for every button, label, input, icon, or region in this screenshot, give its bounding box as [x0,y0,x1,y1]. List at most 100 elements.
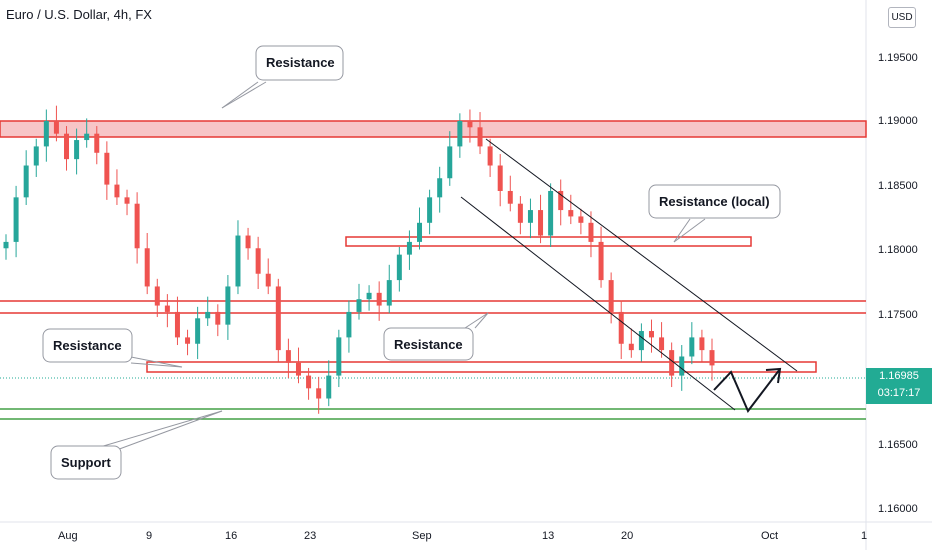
candle-body[interactable] [265,273,271,287]
candle-body[interactable] [245,235,251,249]
candle-body[interactable] [427,197,433,223]
candle-body[interactable] [104,152,110,185]
candle-body[interactable] [527,210,533,223]
candle-body[interactable] [185,337,191,344]
candle-body[interactable] [558,190,564,211]
candle-body[interactable] [517,203,523,223]
resistance-zone-local[interactable] [345,236,752,247]
candle-body[interactable] [396,254,402,281]
y-tick-5: 1.17500 [878,309,918,321]
candle-body[interactable] [326,375,332,399]
candle-body[interactable] [144,248,150,287]
candle-body[interactable] [174,311,180,338]
candle-body[interactable] [64,133,70,160]
resistance-zone-top[interactable] [0,120,867,138]
candle-body[interactable] [134,203,140,249]
candle-body[interactable] [366,292,372,300]
candle-body[interactable] [94,133,100,153]
candle-body[interactable] [376,292,382,306]
descending-channel[interactable] [460,138,798,411]
candles-group[interactable] [3,105,715,414]
candle-body[interactable] [356,299,362,312]
candle-body[interactable] [124,197,130,204]
candle-body[interactable] [306,375,312,389]
levels[interactable] [0,120,867,420]
price-axis[interactable]: 1.19500 1.19000 1.18500 1.18000 1.17500 … [878,52,918,515]
candle-body[interactable] [638,331,644,351]
candle-body[interactable] [386,280,392,306]
candle-body[interactable] [114,184,120,198]
candle-body[interactable] [487,146,493,166]
candle-body[interactable] [13,197,19,242]
candle-body[interactable] [538,210,544,236]
currency-button[interactable]: USD [888,7,916,28]
candle-body[interactable] [447,146,453,179]
candle-body[interactable] [618,311,624,344]
candle-body[interactable] [477,127,483,147]
candle-body[interactable] [588,222,594,242]
candle-body[interactable] [346,311,352,338]
candle-body[interactable] [548,190,554,236]
candle-body[interactable] [608,280,614,312]
candle-body[interactable] [457,120,463,147]
callout-resistance-left[interactable]: Resistance [42,328,183,368]
candle-body[interactable] [406,241,412,255]
candle-body[interactable] [225,286,231,325]
candle-body[interactable] [164,305,170,312]
callout-label: Support [61,455,111,470]
candle-body[interactable] [437,178,443,198]
projection-polyline[interactable] [713,368,781,413]
candle-body[interactable] [84,133,90,141]
channel-lower-line[interactable] [460,196,736,411]
callout-resistance-mid[interactable]: Resistance [383,312,489,361]
candle-body[interactable] [507,190,513,204]
candle-body[interactable] [53,120,59,134]
candle-body[interactable] [709,350,715,366]
projection-path[interactable] [713,367,782,413]
candle-body[interactable] [3,241,9,249]
candle-body[interactable] [195,318,201,344]
candle-body[interactable] [336,337,342,376]
candle-body[interactable] [417,222,423,242]
x-tick-1: 1 [861,530,867,542]
time-axis[interactable]: Aug 9 16 23 Sep 13 20 Oct 1 [58,530,867,542]
candle-body[interactable] [235,235,241,287]
candle-body[interactable] [43,120,49,147]
x-tick-sep: Sep [412,530,432,542]
chart-title: Euro / U.S. Dollar, 4h, FX [6,7,152,22]
callout-pointer [130,356,183,368]
candle-body[interactable] [295,362,301,376]
candle-body[interactable] [467,120,473,128]
channel-upper-line[interactable] [485,138,798,372]
candle-body[interactable] [679,356,685,376]
plot-area[interactable] [0,0,866,522]
candle-body[interactable] [578,216,584,223]
candle-body[interactable] [33,146,39,166]
candle-body[interactable] [598,241,604,281]
candle-body[interactable] [648,331,654,338]
candle-body[interactable] [205,311,211,319]
callout-resistance-local[interactable]: Resistance (local) [648,184,781,243]
candle-body[interactable] [669,350,675,376]
callout-pointer [464,312,489,329]
candle-body[interactable] [659,337,665,351]
candle-body[interactable] [23,165,29,198]
candle-body[interactable] [316,388,322,399]
candle-body[interactable] [689,337,695,357]
resistance-zone-bottom[interactable] [146,361,817,373]
candle-body[interactable] [699,337,705,351]
callout-support[interactable]: Support [50,410,223,480]
candle-body[interactable] [568,210,574,217]
callout-pointer [474,312,489,329]
candle-body[interactable] [74,140,80,160]
candle-body[interactable] [628,343,634,351]
callout-pointer [130,362,183,368]
candle-body[interactable] [497,165,503,191]
candle-body[interactable] [215,311,221,325]
candle-body[interactable] [285,350,291,363]
candle-body[interactable] [154,286,160,306]
callout-resistance-top[interactable]: Resistance [221,45,344,109]
candle-body[interactable] [275,286,281,351]
candle-body[interactable] [255,248,261,274]
